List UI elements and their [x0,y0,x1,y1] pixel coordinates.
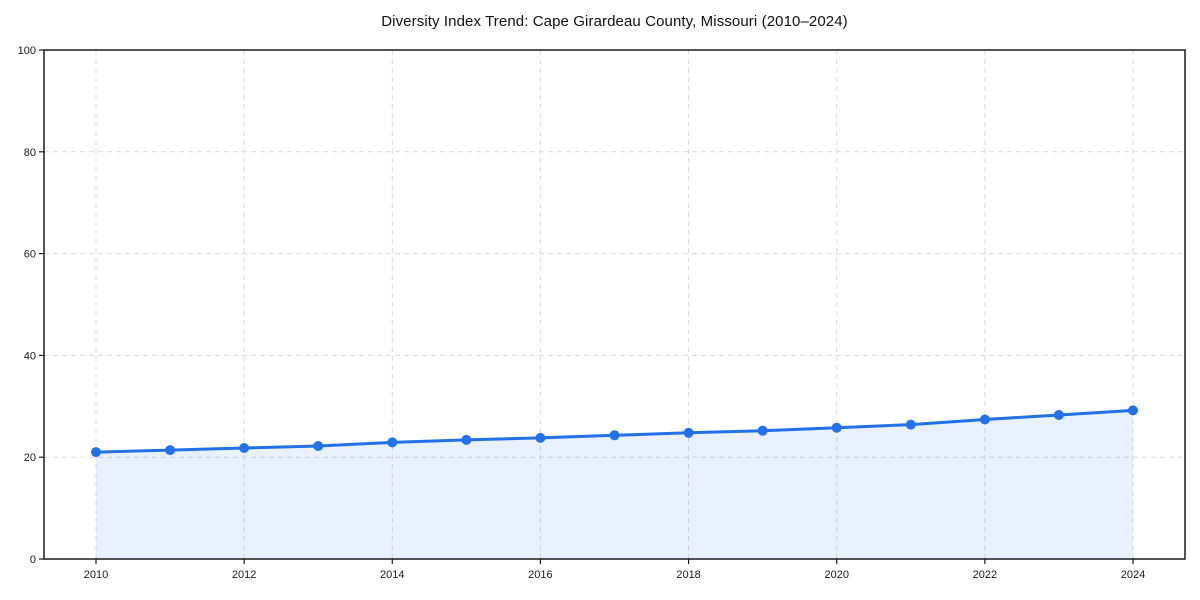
y-tick-label: 100 [18,45,36,57]
data-point [165,445,176,456]
y-tick-label: 0 [30,554,36,566]
data-point [683,427,694,438]
data-point [979,414,990,425]
data-point [1128,405,1138,416]
plot-border [43,49,1186,560]
data-point [1053,410,1064,420]
data-point [313,441,324,451]
data-point [609,430,620,441]
x-tick-label: 2014 [380,569,404,581]
x-tick-label: 2012 [232,569,256,581]
x-tick-label: 2018 [676,569,700,581]
y-tick-label: 80 [24,147,36,159]
x-tick-label: 2016 [528,569,552,581]
data-point [387,437,398,448]
x-tick-label: 2024 [1121,569,1145,581]
data-point [239,443,250,453]
chart-title: Diversity Index Trend: Cape Girardeau Co… [381,13,848,30]
y-tick-label: 20 [24,452,36,464]
x-tick-label: 2022 [973,569,997,581]
y-tick-label: 40 [24,350,36,362]
y-tick-label: 60 [24,249,36,261]
area-fill [96,410,1133,559]
data-point [757,425,768,436]
data-point [535,432,546,443]
data-point [831,422,842,433]
data-point [905,419,916,430]
data-point [461,434,472,445]
x-tick-label: 2010 [84,569,108,581]
data-point [91,447,101,458]
x-tick-label: 2020 [824,569,848,581]
